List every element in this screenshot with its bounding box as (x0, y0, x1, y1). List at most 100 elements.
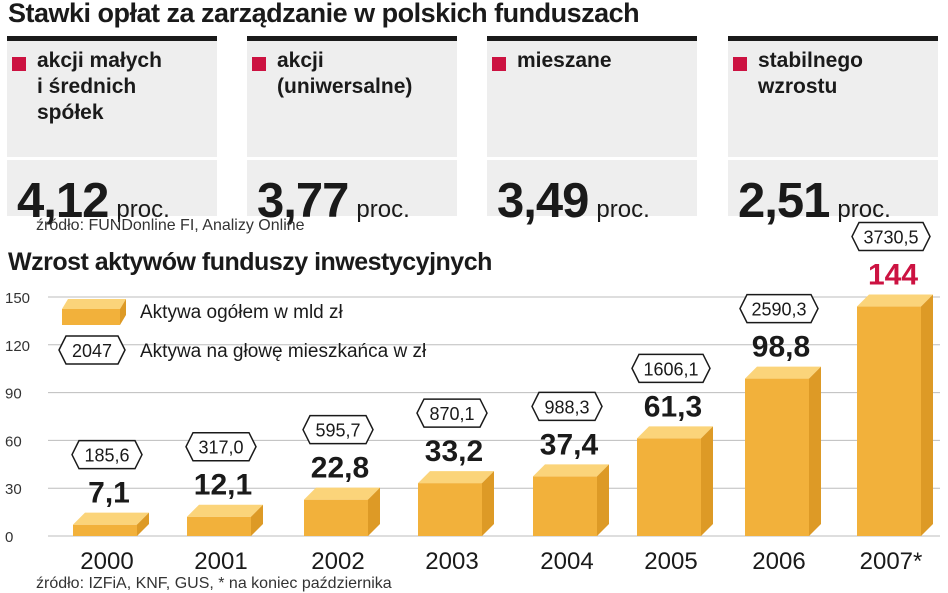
y-tick-label: 30 (5, 481, 22, 498)
chart-source: źródło: IZFiA, KNF, GUS, * na koniec paź… (36, 575, 392, 592)
legend-hex-icon (58, 335, 126, 365)
bar-side (482, 471, 494, 536)
y-tick-label: 90 (5, 386, 22, 403)
per-capita-label: 2590,3 (751, 300, 806, 320)
bar (73, 524, 137, 536)
x-tick-label: 2006 (752, 548, 805, 575)
category-marker-icon (733, 57, 747, 71)
per-capita-hex (302, 414, 374, 445)
per-capita-hex (416, 398, 488, 428)
category-marker-icon (252, 57, 266, 71)
legend-box-top (62, 299, 126, 309)
x-tick-label: 2007* (860, 548, 923, 575)
bar-top (418, 471, 494, 484)
category-marker-icon (492, 57, 506, 71)
bar (745, 378, 809, 536)
bar-value-label: 7,1 (88, 477, 130, 510)
fee-value-wrap: 2,51 proc. (738, 175, 891, 236)
card-top-rule (728, 36, 938, 41)
bar-value-label: 33,2 (425, 435, 483, 468)
bar-side (251, 504, 263, 536)
bar-value-label: 61,3 (644, 390, 702, 423)
per-capita-label: 3730,5 (863, 228, 918, 248)
per-capita-label: 185,6 (84, 446, 129, 466)
legend-box-front (62, 309, 120, 325)
bar-value-label: 37,4 (540, 428, 599, 461)
bar-top (533, 464, 609, 477)
fee-value: 4,12 (17, 174, 109, 228)
per-capita-label: 870,1 (429, 404, 474, 424)
bar (857, 306, 921, 536)
legend-hex-label: Aktywa na głowę mieszkańca w zł (140, 341, 427, 362)
bar-top (73, 512, 149, 525)
fee-category: akcji (uniwersalne) (277, 49, 413, 98)
per-capita-hex (631, 353, 711, 384)
bar-top (745, 366, 821, 379)
legend-box-label: Aktywa ogółem w mld zł (140, 302, 344, 323)
card-divider (487, 157, 697, 160)
fee-card: akcji małych i średnich spółek 4,12 proc. (7, 36, 217, 227)
x-tick-label: 2003 (425, 548, 478, 575)
per-capita-hex (739, 293, 819, 324)
fee-value: 2,51 (738, 174, 830, 228)
fee-category: mieszane (517, 49, 612, 72)
bar-value-label: 98,8 (752, 331, 810, 364)
bar-side (597, 464, 609, 536)
legend-box-side (120, 299, 126, 325)
bar (187, 516, 251, 536)
bar-top (187, 504, 263, 517)
bar (637, 438, 701, 536)
bar-side (921, 294, 933, 536)
x-tick-label: 2005 (644, 548, 697, 575)
per-capita-hex (851, 221, 931, 252)
fees-source: źródło: FUNDonline FI, Analizy Online (36, 217, 305, 234)
card-top-rule (247, 36, 457, 41)
fee-value: 3,49 (497, 174, 589, 228)
fee-value-wrap: 4,12 proc. (17, 175, 170, 236)
fee-unit: proc. (596, 196, 650, 223)
category-marker-icon (12, 57, 26, 71)
fee-value-wrap: 3,77 proc. (257, 175, 410, 236)
bar-top (857, 294, 933, 307)
legend-hex-sample: 2047 (72, 341, 112, 361)
fee-card: stabilnego wzrostu 2,51 proc. (728, 36, 938, 227)
fee-value: 3,77 (257, 174, 349, 228)
y-tick-label: 150 (5, 290, 30, 307)
bar (533, 476, 597, 536)
page-title: Stawki opłat za zarządzanie w polskich f… (8, 0, 640, 28)
bar-value-label: 22,8 (311, 452, 369, 485)
bar-side (701, 426, 713, 536)
per-capita-label: 988,3 (544, 397, 589, 417)
y-tick-label: 0 (5, 529, 13, 546)
card-top-rule (487, 36, 697, 41)
per-capita-label: 1606,1 (643, 359, 698, 379)
x-tick-label: 2000 (80, 548, 133, 575)
per-capita-label: 595,7 (315, 421, 360, 441)
bar (304, 499, 368, 536)
x-tick-label: 2004 (540, 548, 593, 575)
fee-card: mieszane 3,49 proc. (487, 36, 697, 227)
fee-card: akcji (uniwersalne) 3,77 proc. (247, 36, 457, 227)
fee-unit: proc. (356, 196, 410, 223)
chart-title: Wzrost aktywów funduszy inwestycyjnych (8, 248, 492, 276)
bar-side (809, 366, 821, 536)
bar (418, 483, 482, 536)
bar-side (368, 487, 380, 536)
fee-value-wrap: 3,49 proc. (497, 175, 650, 236)
card-top-rule (7, 36, 217, 41)
fee-unit: proc. (116, 196, 170, 223)
x-tick-label: 2001 (194, 548, 247, 575)
per-capita-label: 317,0 (198, 438, 243, 458)
fee-unit: proc. (837, 196, 891, 223)
bar-top (637, 426, 713, 439)
card-divider (247, 157, 457, 160)
card-divider (728, 157, 938, 160)
fee-category: akcji małych i średnich spółek (37, 49, 162, 124)
bar-top (304, 487, 380, 500)
y-tick-label: 60 (5, 433, 22, 450)
bar-value-label: 12,1 (194, 469, 252, 502)
fee-category: stabilnego wzrostu (758, 49, 864, 98)
bar-value-label: 144 (868, 259, 918, 292)
per-capita-hex (185, 431, 257, 462)
